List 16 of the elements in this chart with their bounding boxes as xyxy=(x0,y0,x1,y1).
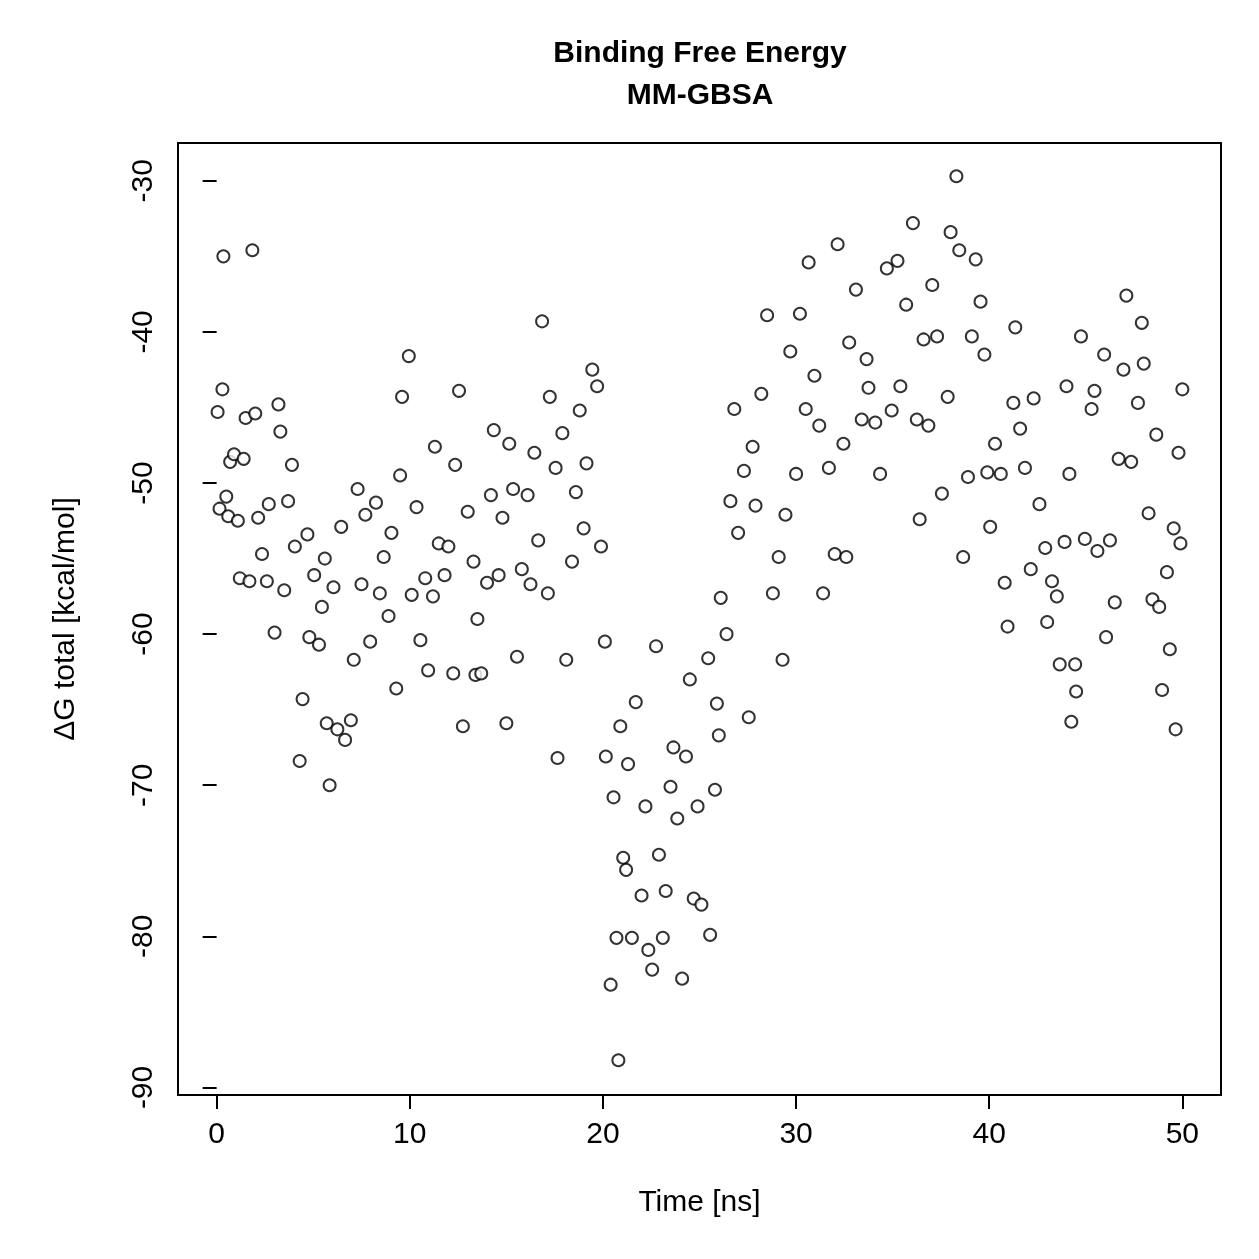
y-axis-title: ΔG total [kcal/mol] xyxy=(46,497,80,741)
y-tick-label: -30 xyxy=(124,159,158,203)
x-tick-label: 10 xyxy=(393,1115,427,1149)
x-tick-label: 0 xyxy=(208,1115,225,1149)
chart-title: Binding Free Energy MM-GBSA xyxy=(553,34,847,110)
x-axis-title: Time [ns] xyxy=(638,1183,761,1217)
y-tick-label: -60 xyxy=(124,612,158,656)
x-tick-label: 20 xyxy=(586,1115,620,1149)
y-tick-label: -50 xyxy=(124,461,158,505)
y-tick-label: -40 xyxy=(124,310,158,354)
x-tick-label: 50 xyxy=(1165,1115,1200,1149)
y-tick-label: -90 xyxy=(124,1065,158,1110)
y-tick-label: -70 xyxy=(124,763,158,807)
x-tick-label: 40 xyxy=(972,1115,1006,1149)
x-tick-label: 30 xyxy=(779,1115,813,1149)
y-tick-label: -80 xyxy=(124,914,158,959)
